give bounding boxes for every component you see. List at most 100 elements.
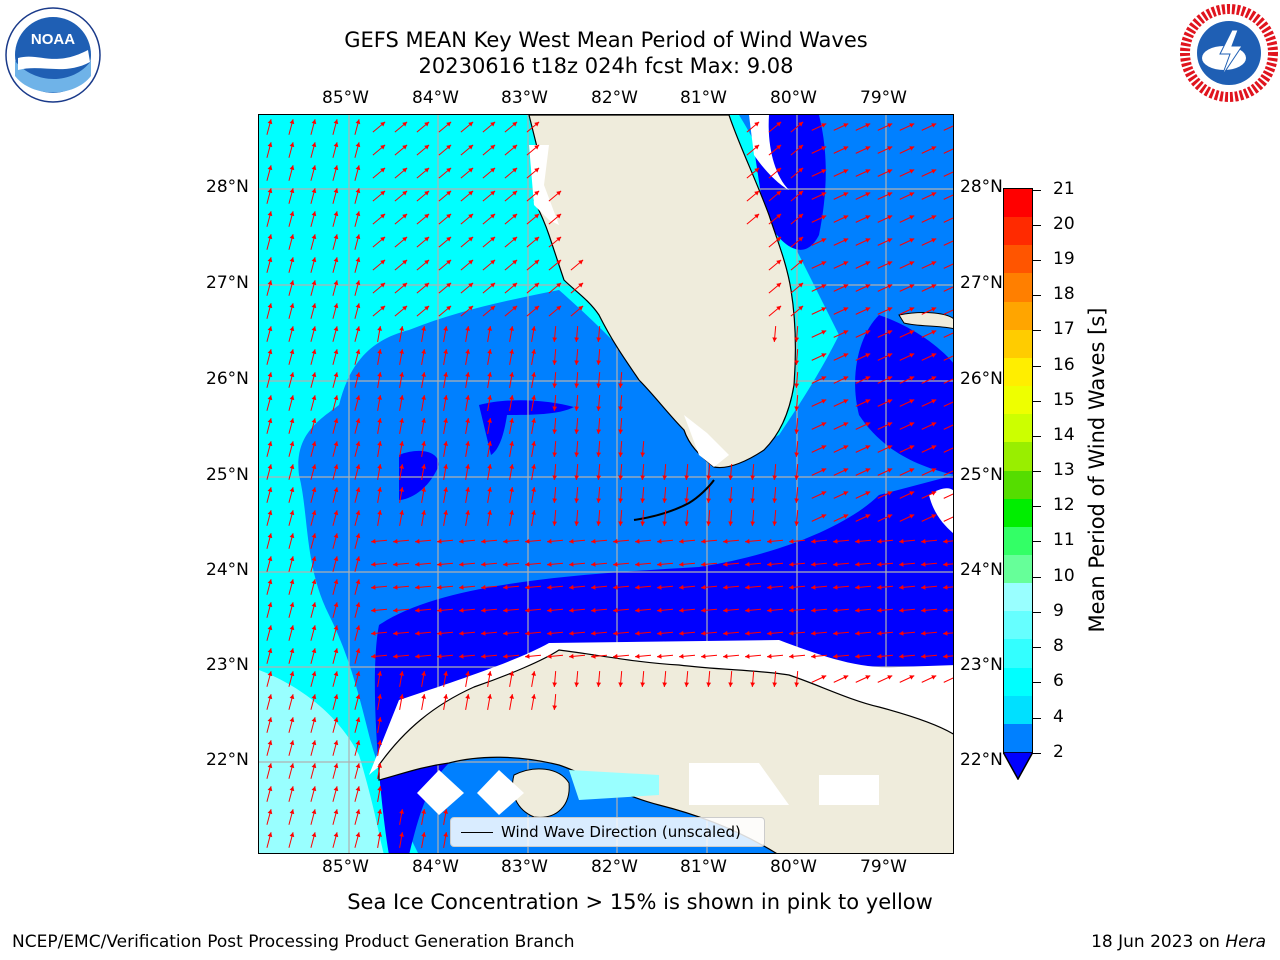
wave-arrow-head	[754, 144, 760, 150]
wave-arrow-head	[789, 584, 794, 590]
wave-arrow-head	[877, 653, 882, 659]
wave-arrow-head	[311, 740, 317, 746]
wave-arrow-head	[371, 538, 376, 544]
wave-arrow-head	[618, 406, 624, 411]
wave-arrow-head	[311, 280, 317, 286]
wave-arrow-head	[833, 630, 838, 636]
colorbar-tick-label: 11	[1053, 530, 1075, 550]
wave-arrow-head	[468, 259, 474, 265]
wave-arrow-head	[887, 307, 893, 312]
map-panel	[258, 114, 954, 854]
wave-arrow-head	[421, 694, 426, 699]
wave-arrow-head	[402, 213, 408, 219]
wave-arrow-head	[415, 653, 420, 659]
wave-arrow-head	[465, 694, 470, 699]
wave-arrow-head	[402, 282, 408, 288]
colorbar-segment	[1004, 667, 1032, 697]
wave-arrow-head	[525, 561, 530, 567]
wave-arrow-head	[574, 360, 580, 365]
wave-arrow-head	[596, 475, 602, 480]
wave-arrow-head	[953, 192, 954, 196]
wave-arrow-head	[487, 395, 492, 400]
wave-arrow-head	[887, 675, 893, 680]
wave-arrow-head	[490, 144, 496, 150]
wave-arrow-head	[267, 717, 273, 723]
wave-arrow-head	[443, 487, 448, 492]
colorbar-tick-label: 20	[1053, 214, 1075, 234]
wave-arrow-head	[679, 584, 684, 590]
wave-arrow-head	[578, 282, 584, 288]
wave-arrow-head	[750, 521, 756, 526]
lon-label-top: 82°W	[591, 88, 638, 108]
wave-arrow	[943, 263, 953, 269]
wave-arrow-head	[569, 653, 574, 659]
coastal-mask	[684, 415, 729, 467]
wave-arrow-head	[267, 763, 273, 769]
wave-arrow-head	[865, 514, 871, 519]
wave-arrow-head	[421, 464, 426, 469]
wave-arrow-head	[509, 464, 514, 469]
wave-arrow-head	[333, 119, 339, 125]
noaa-logo: NOAA	[4, 6, 102, 104]
wave-arrow-head	[843, 491, 849, 496]
wave-arrow-head	[355, 556, 361, 562]
wave-arrow-head	[821, 514, 827, 519]
wave-arrow-head	[468, 213, 474, 219]
wave-arrow-head	[421, 349, 426, 354]
wave-arrow-head	[931, 238, 937, 243]
wave-arrow-head	[289, 257, 295, 263]
wave-arrow-head	[289, 602, 295, 608]
colorbar-tick-label: 15	[1053, 390, 1075, 410]
colorbar-tick-label: 2	[1053, 742, 1064, 762]
wave-arrow-head	[377, 349, 382, 354]
wave-arrow-head	[635, 584, 640, 590]
wave-arrow-head	[446, 167, 452, 173]
wave-arrow-head	[333, 671, 339, 677]
wave-arrow-head	[311, 142, 317, 148]
wave-arrow-head	[833, 607, 838, 613]
wave-arrow-head	[578, 305, 584, 311]
wave-arrow-head	[887, 491, 893, 496]
wave-arrow-head	[424, 144, 430, 150]
wave-arrow-head	[333, 487, 339, 493]
wave-arrow-head	[468, 236, 474, 242]
wave-arrow-head	[465, 464, 470, 469]
wave-arrow	[943, 493, 953, 499]
colorbar-extend-triangle	[1003, 752, 1033, 780]
wave-arrow-head	[487, 441, 492, 446]
wave-arrow-head	[333, 372, 339, 378]
wave-arrow-head	[465, 326, 470, 331]
wave-arrow-head	[556, 190, 562, 196]
wave-arrow-head	[931, 307, 937, 312]
wave-arrow-head	[443, 832, 448, 837]
wave-arrow-head	[402, 144, 408, 150]
wave-arrow-head	[380, 167, 386, 173]
wave-arrow-head	[798, 190, 804, 196]
wave-arrow-head	[899, 561, 904, 567]
colorbar-tick-label: 9	[1053, 601, 1064, 621]
colorbar-segment	[1004, 611, 1032, 640]
wave-arrow-head	[415, 561, 420, 567]
wave-arrow-head	[399, 418, 404, 423]
wave-arrow-head	[267, 165, 273, 171]
colorbar-segment	[1004, 189, 1032, 218]
wave-arrow-head	[821, 491, 827, 496]
wave-arrow-head	[490, 282, 496, 288]
bahamas-islands	[898, 312, 953, 330]
wave-arrow-head	[776, 236, 782, 242]
wave-arrow-head	[446, 121, 452, 127]
wave-arrow-head	[421, 441, 426, 446]
wave-arrow-head	[811, 630, 816, 636]
wave-arrow-head	[931, 123, 937, 128]
wave-arrow-head	[679, 653, 684, 659]
wave-arrow-head	[289, 579, 295, 585]
wave-arrow-head	[289, 671, 295, 677]
wave-arrow-head	[640, 682, 646, 687]
colorbar-tick-label: 4	[1053, 707, 1064, 727]
wave-arrow-head	[887, 330, 893, 335]
chart-title: GEFS MEAN Key West Mean Period of Wind W…	[344, 28, 868, 52]
wave-arrow-head	[811, 653, 816, 659]
wave-arrow-head	[613, 538, 618, 544]
wave-arrow-head	[459, 538, 464, 544]
wave-arrow-head	[909, 468, 915, 473]
